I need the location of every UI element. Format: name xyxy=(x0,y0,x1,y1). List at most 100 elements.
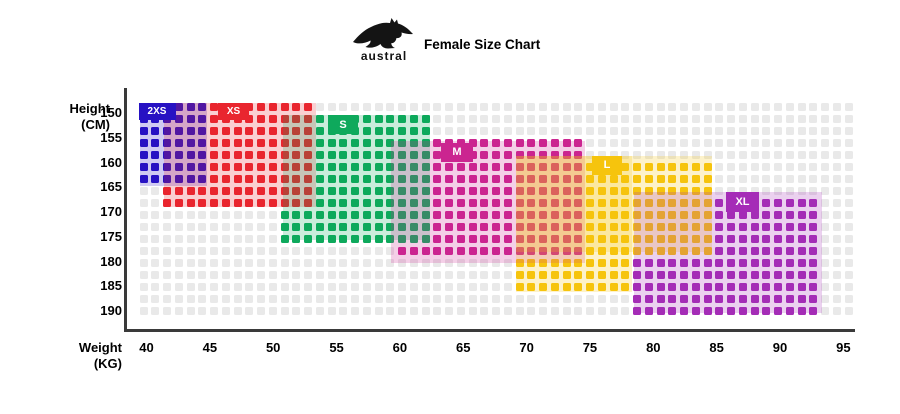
grid-cell-s xyxy=(398,199,406,207)
grid-cell-empty xyxy=(374,295,383,303)
grid-cell-xl xyxy=(797,211,806,219)
grid-cell-empty xyxy=(456,127,465,135)
grid-cell-empty xyxy=(515,295,524,303)
grid-cell-empty xyxy=(844,307,853,315)
grid-cell-empty xyxy=(268,259,277,267)
grid-cell-xs xyxy=(221,199,230,207)
grid-cell-empty xyxy=(703,115,712,123)
grid-cell-s xyxy=(374,187,383,195)
grid-cell-xl xyxy=(762,259,771,267)
grid-cell-empty xyxy=(163,271,171,279)
grid-cell-xl xyxy=(809,247,818,255)
grid-cell-xs xyxy=(257,103,265,111)
grid-cell-m xyxy=(515,223,524,231)
grid-cell-l xyxy=(668,211,677,219)
grid-cell-s xyxy=(374,223,383,231)
grid-cell-xl xyxy=(715,271,724,279)
grid-cell-xs xyxy=(280,175,289,183)
grid-cell-empty xyxy=(163,211,171,219)
grid-cell-empty xyxy=(268,307,277,315)
grid-cell-s xyxy=(362,187,371,195)
size-label-2xs: 2XS xyxy=(138,103,176,120)
grid-cell-empty xyxy=(398,295,406,303)
grid-cell-xs xyxy=(186,187,195,195)
grid-cell-xl xyxy=(785,211,794,219)
grid-cell-empty xyxy=(609,295,618,303)
grid-cell-l xyxy=(586,211,594,219)
grid-cell-empty xyxy=(280,247,289,255)
grid-cell-l xyxy=(680,163,688,171)
grid-cell-empty xyxy=(292,307,301,315)
grid-cell-m xyxy=(550,163,559,171)
grid-cell-m xyxy=(433,199,442,207)
grid-cell-empty xyxy=(703,127,712,135)
grid-cell-empty xyxy=(680,151,688,159)
grid-cell-empty xyxy=(621,115,630,123)
grid-cell-l xyxy=(633,247,641,255)
grid-cell-2xs xyxy=(174,139,183,147)
grid-cell-empty xyxy=(174,271,183,279)
grid-cell-m xyxy=(468,235,477,243)
grid-cell-empty xyxy=(832,247,841,255)
grid-cell-l xyxy=(562,271,571,279)
grid-cell-l xyxy=(703,247,712,255)
grid-cell-empty xyxy=(821,271,829,279)
y-tick-label: 160 xyxy=(100,154,122,170)
grid-cell-l xyxy=(621,175,630,183)
grid-cell-xs xyxy=(268,139,277,147)
grid-cell-l xyxy=(691,175,700,183)
grid-cell-empty xyxy=(492,295,500,303)
grid-cell-xl xyxy=(738,235,747,243)
grid-cell-s xyxy=(351,235,359,243)
grid-cell-empty xyxy=(832,259,841,267)
grid-cell-empty xyxy=(503,307,512,315)
grid-cell-xs xyxy=(268,151,277,159)
grid-cell-empty xyxy=(351,307,359,315)
grid-cell-empty xyxy=(398,283,406,291)
grid-cell-s xyxy=(374,175,383,183)
grid-cell-2xs xyxy=(139,175,148,183)
grid-cell-s xyxy=(304,211,312,219)
grid-cell-s xyxy=(351,223,359,231)
grid-cell-m xyxy=(480,247,489,255)
grid-cell-l xyxy=(633,235,641,243)
grid-cell-m xyxy=(515,199,524,207)
grid-cell-xl xyxy=(633,307,641,315)
grid-cell-empty xyxy=(480,271,489,279)
grid-cell-l xyxy=(597,175,606,183)
grid-cell-s xyxy=(292,235,301,243)
grid-cell-empty xyxy=(374,247,383,255)
grid-cell-xl xyxy=(809,211,818,219)
grid-cell-empty xyxy=(832,295,841,303)
grid-cell-s xyxy=(386,139,395,147)
grid-cell-xs xyxy=(257,163,265,171)
grid-cell-xs xyxy=(304,175,312,183)
grid-cell-l xyxy=(550,271,559,279)
grid-cell-empty xyxy=(174,211,183,219)
grid-cell-xl xyxy=(785,247,794,255)
grid-cell-m xyxy=(539,199,547,207)
y-tick-label: 150 xyxy=(100,105,122,120)
grid-cell-empty xyxy=(315,259,324,267)
grid-cell-xl xyxy=(668,307,677,315)
grid-cell-xl xyxy=(644,295,653,303)
grid-cell-empty xyxy=(821,103,829,111)
grid-cell-empty xyxy=(221,259,230,267)
grid-cell-m xyxy=(515,187,524,195)
grid-cell-xs xyxy=(304,115,312,123)
grid-cell-xl xyxy=(727,283,735,291)
grid-cell-empty xyxy=(809,151,818,159)
grid-cell-m xyxy=(550,199,559,207)
grid-cell-l xyxy=(668,199,677,207)
grid-cell-xl xyxy=(738,259,747,267)
grid-cell-empty xyxy=(503,259,512,267)
grid-cell-m xyxy=(550,235,559,243)
grid-cell-empty xyxy=(574,127,583,135)
grid-cell-m xyxy=(480,211,489,219)
grid-cell-s xyxy=(398,223,406,231)
grid-cell-empty xyxy=(633,139,641,147)
grid-cell-empty xyxy=(621,151,630,159)
grid-cell-empty xyxy=(233,247,242,255)
grid-cell-m xyxy=(492,199,500,207)
grid-cell-2xs xyxy=(151,175,160,183)
